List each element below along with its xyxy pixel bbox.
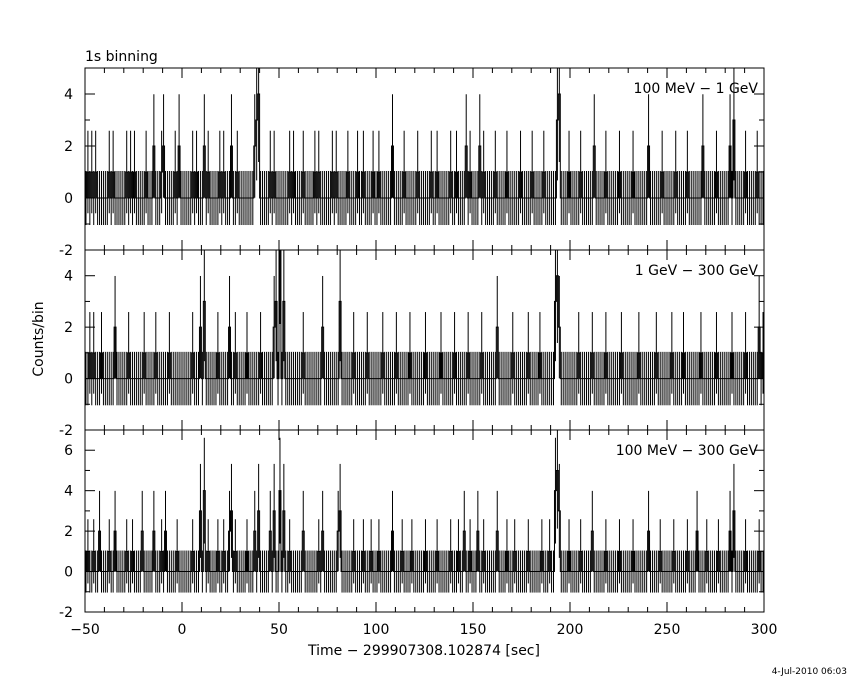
panel-energy-label: 100 MeV − 1 GeV: [634, 81, 759, 97]
y-tick-label: 0: [64, 191, 73, 207]
y-tick-label: 0: [64, 372, 73, 388]
panel-3: -2 0 2 4 6 100 MeV − 300 GeV: [59, 429, 765, 621]
y-axis-label: Counts/bin: [31, 301, 47, 376]
y-tick-label: 6: [64, 443, 73, 459]
timestamp: 4-Jul-2010 06:03: [772, 667, 847, 677]
chart-title: 1s binning: [85, 49, 158, 65]
y-tick-label: -2: [59, 605, 73, 621]
y-tick-label: 4: [64, 87, 73, 103]
y-tick-label: 0: [64, 565, 73, 581]
x-tick-label: 300: [751, 622, 778, 638]
panel-energy-label: 100 MeV − 300 GeV: [616, 443, 759, 459]
y-tick-label: -2: [59, 423, 73, 439]
y-tick-label: 2: [64, 524, 73, 540]
y-tick-label: -2: [59, 243, 73, 259]
panel-frame: [84, 429, 765, 613]
x-tick-label: 0: [178, 622, 187, 638]
x-tick-label: 200: [557, 622, 584, 638]
panel-2: -2 0 2 4 1 GeV − 300 GeV: [59, 249, 765, 439]
x-tick-label: 100: [363, 622, 390, 638]
error-bars: [85, 430, 764, 593]
y-tick-label: 2: [64, 320, 73, 336]
y-tick-label: 4: [64, 484, 73, 500]
panel-1: -2 0 2 4 100 MeV − 1 GeV: [59, 67, 765, 259]
error-bars: [85, 68, 764, 226]
series-line: [85, 93, 764, 199]
y-tick-label: 2: [64, 139, 73, 155]
panel-energy-label: 1 GeV − 300 GeV: [635, 263, 759, 279]
y-tick-label: 4: [64, 269, 73, 285]
x-tick-label: 150: [460, 622, 487, 638]
x-tick-label: 50: [270, 622, 288, 638]
error-bars: [85, 250, 764, 406]
x-tick-label: −50: [70, 622, 100, 638]
x-axis-label: Time − 299907308.102874 [sec]: [307, 643, 540, 659]
x-tick-label: 250: [654, 622, 681, 638]
